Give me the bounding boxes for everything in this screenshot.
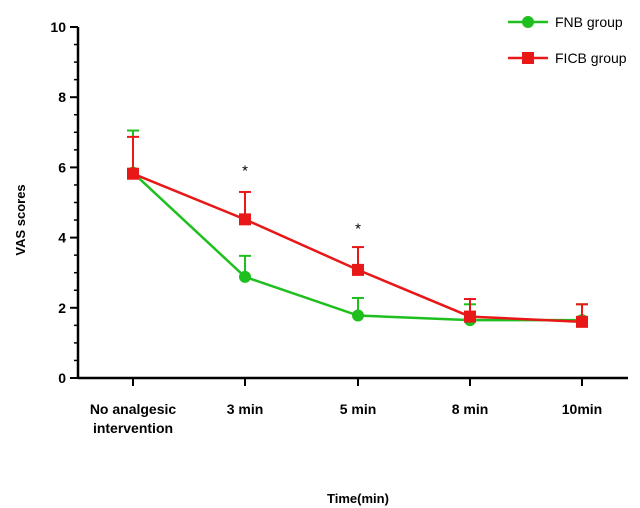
significance-marker: * bbox=[355, 221, 361, 238]
x-tick-label: No analgesic intervention bbox=[90, 401, 177, 436]
legend-marker bbox=[522, 52, 534, 64]
data-point bbox=[239, 270, 251, 283]
data-point bbox=[239, 213, 251, 226]
significance-marker: * bbox=[242, 163, 248, 180]
legend-item-fnb: FNB group bbox=[508, 14, 623, 30]
series-ficb bbox=[127, 135, 588, 328]
x-tick-labels: No analgesic intervention 3 min 5 min 8 min 1… bbox=[90, 401, 602, 436]
legend-item-ficb: FICB group bbox=[508, 50, 627, 66]
data-point bbox=[352, 309, 364, 322]
y-tick-label: 4 bbox=[58, 230, 66, 246]
legend: FNB group FICB group bbox=[508, 14, 627, 66]
x-axis-title: Time(min) bbox=[327, 491, 389, 506]
y-tick-label: 8 bbox=[58, 89, 66, 105]
legend-label: FNB group bbox=[555, 14, 623, 30]
y-axis-title: VAS scores bbox=[13, 184, 28, 255]
y-tick-label: 2 bbox=[58, 300, 66, 316]
data-point bbox=[127, 167, 139, 180]
annotations: ** bbox=[242, 163, 361, 238]
x-tick-label: 3 min bbox=[227, 401, 264, 417]
axes bbox=[70, 26, 628, 386]
y-tick-labels: 0 2 4 6 8 10 bbox=[50, 19, 66, 386]
y-tick-label: 10 bbox=[50, 19, 66, 35]
data-point bbox=[576, 315, 588, 328]
data-point bbox=[352, 263, 364, 276]
data-point bbox=[464, 310, 476, 323]
x-tick-label: 5 min bbox=[340, 401, 377, 417]
legend-label: FICB group bbox=[555, 50, 627, 66]
y-tick-label: 6 bbox=[58, 159, 66, 175]
y-tick-label: 0 bbox=[58, 370, 66, 386]
series-layer bbox=[127, 129, 588, 328]
legend-marker bbox=[522, 16, 534, 28]
x-tick-label: 8 min bbox=[452, 401, 489, 417]
x-tick-label: 10min bbox=[562, 401, 602, 417]
